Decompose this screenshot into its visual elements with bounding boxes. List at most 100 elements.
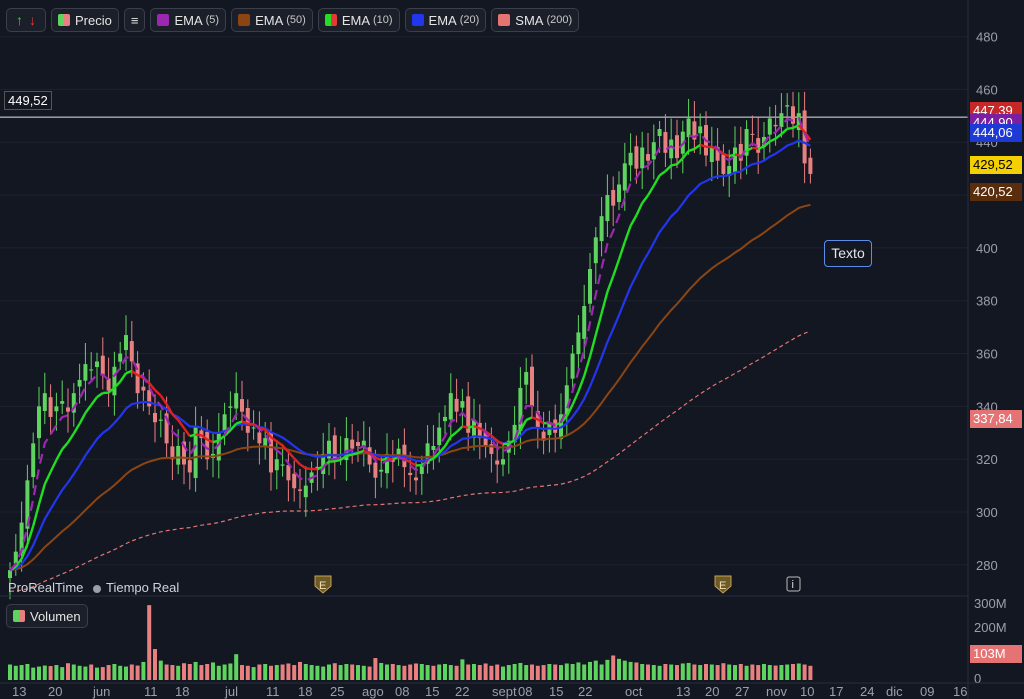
- sma200-line: [9, 330, 811, 592]
- volume-bar: [298, 661, 302, 680]
- volume-bar: [663, 664, 668, 680]
- up-arrow-icon[interactable]: ↑: [16, 12, 23, 28]
- indicator-ema10[interactable]: EMA (10): [317, 8, 400, 32]
- candle-body: [361, 440, 366, 447]
- candle-body: [651, 142, 656, 160]
- candle-body: [791, 106, 795, 124]
- candle-body: [518, 387, 523, 432]
- ema10-segment: [787, 126, 794, 131]
- ema10-segment: [699, 143, 707, 148]
- volume-bar: [622, 660, 627, 680]
- volume-bar: [588, 661, 592, 680]
- ema10-segment: [670, 162, 678, 167]
- volume-bar: [756, 665, 761, 680]
- ema10-segment: [606, 275, 615, 293]
- volume-bar: [199, 665, 204, 680]
- ema10-segment: [462, 425, 469, 429]
- ema10-segment: [241, 420, 249, 425]
- candle-body: [170, 446, 175, 460]
- volume-bar: [292, 665, 297, 680]
- volume-bar: [245, 665, 250, 680]
- ema10-segment: [427, 457, 434, 463]
- volume-bar: [373, 658, 378, 680]
- volume-bar: [524, 665, 529, 680]
- indicator-ema5[interactable]: EMA (5): [150, 8, 227, 32]
- indicator-ema50[interactable]: EMA (50): [231, 8, 313, 32]
- x-tick-label: 15: [549, 684, 563, 699]
- volume-bar: [477, 665, 482, 680]
- x-tick-label: 15: [425, 684, 439, 699]
- ema10-segment: [473, 425, 481, 430]
- x-tick-label: 11: [144, 684, 158, 699]
- text-annotation[interactable]: Texto: [824, 240, 872, 267]
- ema10-segment: [107, 386, 116, 394]
- candle-body: [228, 406, 233, 408]
- volume-bar: [686, 662, 691, 680]
- volume-bar: [582, 664, 587, 680]
- indicator-param: (50): [286, 14, 306, 26]
- y-tick-label: 380: [976, 294, 998, 309]
- volume-bar: [454, 665, 459, 680]
- ema10-segment: [20, 544, 29, 560]
- ema10-segment: [438, 445, 446, 454]
- candle-body: [205, 431, 210, 460]
- candle-body: [356, 442, 360, 446]
- volume-swatch-icon: [13, 610, 25, 622]
- ema5-series: [9, 116, 812, 571]
- indicator-sma200[interactable]: SMA (200): [491, 8, 580, 32]
- y-tick-label: 280: [976, 558, 998, 573]
- list-icon: ≡: [130, 12, 139, 28]
- candle-body: [802, 110, 807, 164]
- ema10-segment: [763, 140, 771, 148]
- indicator-toolbar: ↑ ↓ Precio ≡ EMA (5) EMA (50) EMA (10) E…: [6, 8, 580, 34]
- candle-body: [796, 113, 801, 131]
- ema10-swatch-icon: [324, 14, 337, 26]
- down-arrow-icon[interactable]: ↓: [29, 12, 36, 28]
- volume-bar: [727, 664, 732, 680]
- price-label-sma200: 337,84: [970, 410, 1022, 428]
- ema10-segment: [259, 426, 266, 431]
- ema10-segment: [490, 434, 499, 442]
- ema10-segment: [84, 404, 93, 414]
- indicator-name: EMA: [341, 12, 370, 28]
- ema10-segment: [351, 451, 359, 456]
- volume-bar: [599, 664, 604, 680]
- y-tick-label: 400: [976, 241, 998, 256]
- x-tick-label: oct: [625, 684, 643, 699]
- price-label-last: 429,52: [970, 156, 1022, 174]
- x-tick-label: 24: [860, 684, 874, 699]
- ema10-segment: [96, 392, 104, 399]
- price-label-ema20: 444,06: [970, 124, 1022, 142]
- volume-bar: [501, 666, 505, 680]
- volume-bar: [37, 666, 41, 680]
- candle-body: [182, 441, 186, 465]
- volume-bar: [60, 667, 65, 680]
- volume-bar: [234, 654, 239, 680]
- horizontal-line-label[interactable]: 449,52: [4, 91, 52, 110]
- candle-body: [222, 414, 227, 433]
- candles: [8, 91, 813, 600]
- x-tick-label: 27: [735, 684, 749, 699]
- candle-body: [588, 269, 592, 304]
- candle-body: [617, 184, 621, 203]
- ema10-segment: [797, 124, 806, 133]
- arrow-buttons[interactable]: ↑ ↓: [6, 8, 46, 32]
- volume-button[interactable]: Volumen: [6, 604, 88, 628]
- indicator-name: EMA: [428, 12, 457, 28]
- candle-body: [750, 133, 755, 135]
- volume-bar: [129, 664, 134, 680]
- ema10-segment: [270, 436, 278, 443]
- indicator-ema20[interactable]: EMA (20): [404, 8, 487, 32]
- list-button[interactable]: ≡: [123, 8, 146, 32]
- candle-body: [709, 147, 714, 163]
- volume-bar: [744, 665, 749, 680]
- price-button[interactable]: Precio: [51, 8, 119, 32]
- ema10-segment: [316, 465, 324, 471]
- volume-bar: [541, 665, 546, 680]
- x-tick-label: 20: [48, 684, 62, 699]
- volume-bar: [216, 665, 221, 680]
- candle-body: [48, 397, 53, 417]
- ema10-segment: [746, 146, 753, 152]
- volume-bar: [396, 665, 401, 680]
